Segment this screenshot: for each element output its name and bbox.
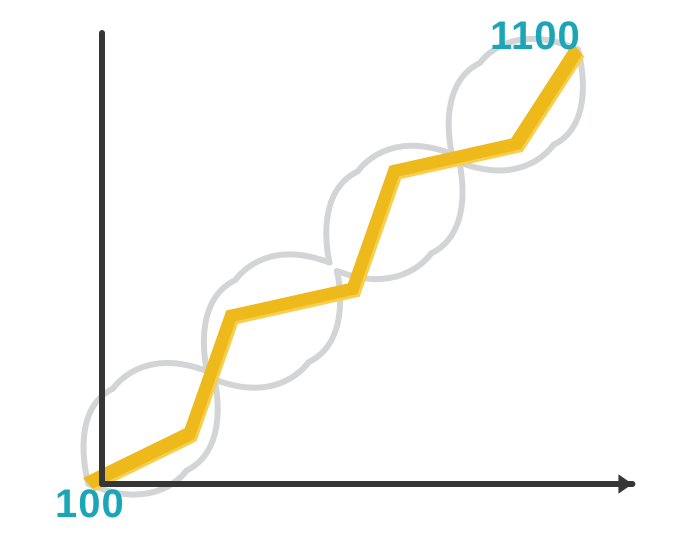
chart-svg	[0, 0, 680, 550]
end-value-label: 1100	[490, 14, 581, 59]
envelope-outline	[84, 39, 583, 494]
start-value-label: 100	[55, 482, 125, 527]
progress-ribbon	[83, 44, 583, 490]
chart-stage: 100 1100	[0, 0, 680, 550]
x-axis-arrowhead	[618, 474, 632, 494]
